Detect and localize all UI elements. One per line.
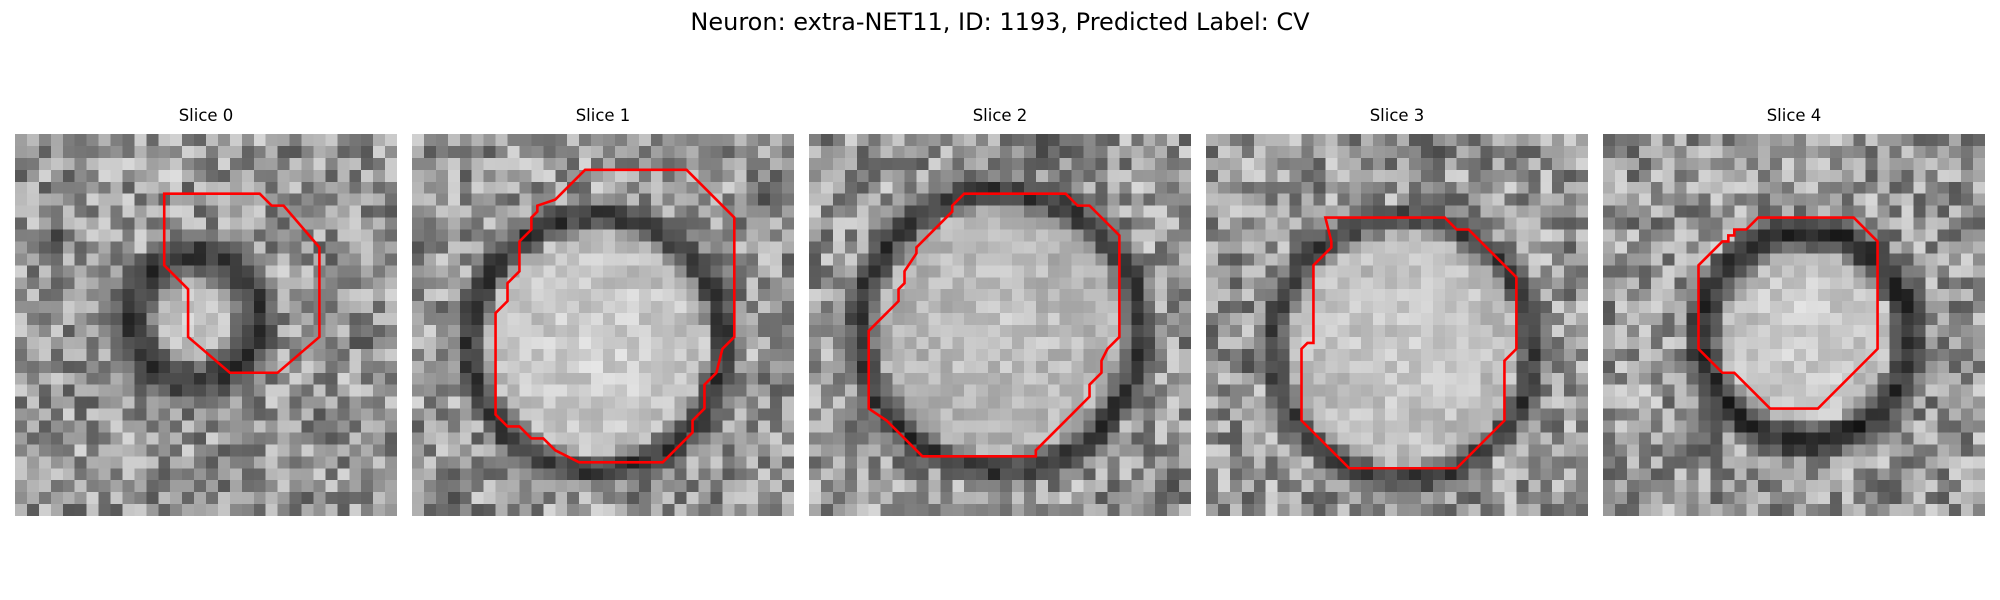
slice-title: Slice 2 xyxy=(972,106,1028,125)
slice-panel-4: Slice 4 xyxy=(1603,106,1985,516)
slice-panel-0: Slice 0 xyxy=(15,106,397,516)
segmentation-contour xyxy=(162,192,321,375)
slice-title: Slice 0 xyxy=(178,106,234,125)
pixel-grid xyxy=(1206,134,1588,516)
segmentation-contour xyxy=(494,168,736,464)
pixel-grid xyxy=(412,134,794,516)
slice-title: Slice 4 xyxy=(1766,106,1822,125)
pixel-grid xyxy=(1603,134,1985,516)
segmentation-contour xyxy=(1697,216,1879,410)
micrograph-svg xyxy=(15,134,397,516)
slice-panel-1: Slice 1 xyxy=(412,106,794,516)
slice-title: Slice 1 xyxy=(575,106,631,125)
slice-image xyxy=(1206,134,1588,516)
slice-image xyxy=(15,134,397,516)
segmentation-contour xyxy=(1300,216,1518,470)
pixel-grid xyxy=(15,134,397,516)
micrograph-svg xyxy=(809,134,1191,516)
segmentation-contour xyxy=(867,192,1121,458)
micrograph-svg xyxy=(412,134,794,516)
slice-panel-2: Slice 2 xyxy=(809,106,1191,516)
slice-image xyxy=(412,134,794,516)
micrograph-svg xyxy=(1603,134,1985,516)
figure-title: Neuron: extra-NET11, ID: 1193, Predicted… xyxy=(690,8,1310,36)
slice-image xyxy=(809,134,1191,516)
micrograph-svg xyxy=(1206,134,1588,516)
slice-panel-3: Slice 3 xyxy=(1206,106,1588,516)
pixel-grid xyxy=(809,134,1191,516)
slice-image xyxy=(1603,134,1985,516)
slice-title: Slice 3 xyxy=(1369,106,1425,125)
